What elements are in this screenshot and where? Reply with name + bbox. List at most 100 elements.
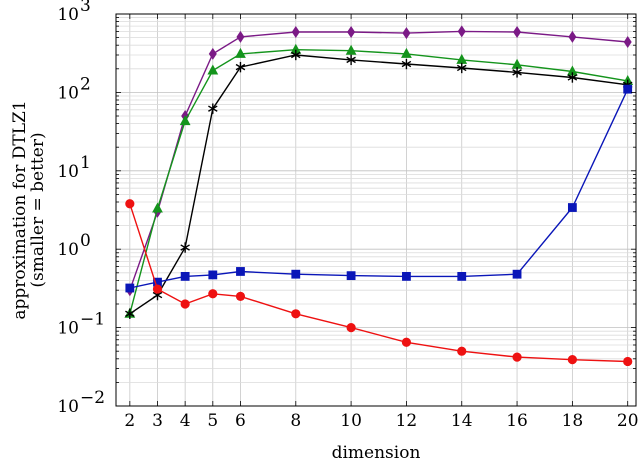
star-stroke <box>208 105 218 112</box>
data-point-star <box>208 103 218 114</box>
star-stroke <box>401 60 412 68</box>
y-tick-label: 10 <box>57 319 79 339</box>
data-point-diamond <box>236 30 245 43</box>
series-line <box>129 203 628 363</box>
data-point-diamond <box>208 47 217 60</box>
data-point-square <box>208 270 218 280</box>
data-point-star <box>346 54 356 66</box>
series-square <box>125 84 633 293</box>
x-axis-label: dimension <box>332 443 421 463</box>
series-circle <box>125 199 633 367</box>
data-point-circle <box>512 352 522 362</box>
data-point-square <box>567 203 577 212</box>
series-line <box>129 30 628 291</box>
y-axis-sublabel: (smaller = better) <box>28 132 48 287</box>
series-star <box>125 49 633 319</box>
x-tick-labels: 2 3 4 5 6 8 10 12 14 16 18 20 <box>124 411 638 431</box>
data-point-circle <box>346 323 356 333</box>
star-stroke <box>152 291 163 299</box>
data-point-circle <box>623 356 633 367</box>
y-tick-label-exponent: −2 <box>80 388 105 408</box>
data-point-circle <box>457 346 467 356</box>
data-point-star <box>512 67 522 78</box>
data-point-circle <box>401 337 412 347</box>
y-tick-label: 10 <box>57 83 79 103</box>
data-point-triangle <box>235 47 246 58</box>
data-point-square <box>623 84 633 94</box>
x-tick-label: 5 <box>207 411 218 431</box>
star-stroke <box>291 51 301 59</box>
data-point-circle <box>152 284 163 294</box>
data-point-circle <box>180 299 190 309</box>
star-stroke <box>180 244 190 251</box>
data-point-diamond <box>347 25 356 38</box>
data-point-square <box>236 267 245 276</box>
series-line <box>129 54 628 315</box>
y-tick-label: 10 <box>57 162 79 182</box>
data-point-triangle <box>511 58 523 69</box>
x-tick-label: 10 <box>340 411 362 431</box>
data-point-triangle <box>290 43 302 54</box>
y-tick-label-exponent: 0 <box>80 231 91 251</box>
ticks <box>116 14 636 407</box>
data-point-star <box>456 62 467 74</box>
data-point-circle <box>235 291 246 302</box>
data-point-star <box>125 308 135 319</box>
data-point-square <box>291 269 301 279</box>
star-stroke <box>346 56 356 64</box>
data-point-star <box>401 58 412 70</box>
data-point-circle <box>125 199 135 209</box>
data-point-triangle <box>456 53 468 64</box>
data-point-square <box>153 277 162 287</box>
data-point-triangle <box>566 65 578 76</box>
x-tick-label: 14 <box>451 411 473 431</box>
series-line <box>129 48 628 314</box>
data-point-diamond <box>568 30 577 43</box>
star-stroke <box>567 74 578 81</box>
data-point-circle <box>567 355 577 365</box>
x-tick-label: 2 <box>124 411 135 431</box>
data-point-triangle <box>179 115 191 126</box>
data-point-square <box>402 271 411 281</box>
y-tick-label: 10 <box>57 397 79 417</box>
data-point-triangle <box>401 47 412 58</box>
data-point-diamond <box>402 27 411 40</box>
y-axis-label: approximation for DTLZ1 <box>10 100 30 319</box>
data-point-square <box>125 283 135 293</box>
x-tick-label: 3 <box>152 411 163 431</box>
star-stroke <box>456 64 467 72</box>
x-tick-label: 18 <box>562 411 584 431</box>
data-point-circle <box>291 309 301 319</box>
plot-background <box>116 14 636 406</box>
star-stroke <box>125 310 135 317</box>
data-point-diamond <box>513 25 522 38</box>
data-point-diamond <box>457 25 466 38</box>
series-line <box>129 88 629 289</box>
y-tick-label-exponent: 2 <box>80 74 91 94</box>
star-stroke <box>512 69 522 76</box>
data-point-square <box>346 271 356 281</box>
plot-frame <box>115 13 637 407</box>
data-point-diamond <box>623 35 632 48</box>
data-point-diamond <box>291 25 300 38</box>
data-point-circle <box>208 289 218 299</box>
data-point-triangle <box>345 44 357 55</box>
x-tick-label: 20 <box>617 411 639 431</box>
x-tick-label: 12 <box>396 411 418 431</box>
data-point-square <box>457 271 467 281</box>
data-point-triangle <box>207 64 219 75</box>
x-tick-label: 16 <box>506 411 528 431</box>
data-point-star <box>291 49 301 61</box>
data-point-square <box>180 271 190 281</box>
data-point-star <box>180 242 190 253</box>
y-tick-label-exponent: 3 <box>80 0 91 16</box>
star-stroke <box>235 63 246 71</box>
x-tick-label: 4 <box>180 411 191 431</box>
data-point-star <box>567 72 578 83</box>
data-point-square <box>512 269 522 279</box>
x-tick-label: 6 <box>235 411 246 431</box>
data-point-star <box>235 61 246 73</box>
y-tick-label-exponent: −1 <box>80 310 105 330</box>
